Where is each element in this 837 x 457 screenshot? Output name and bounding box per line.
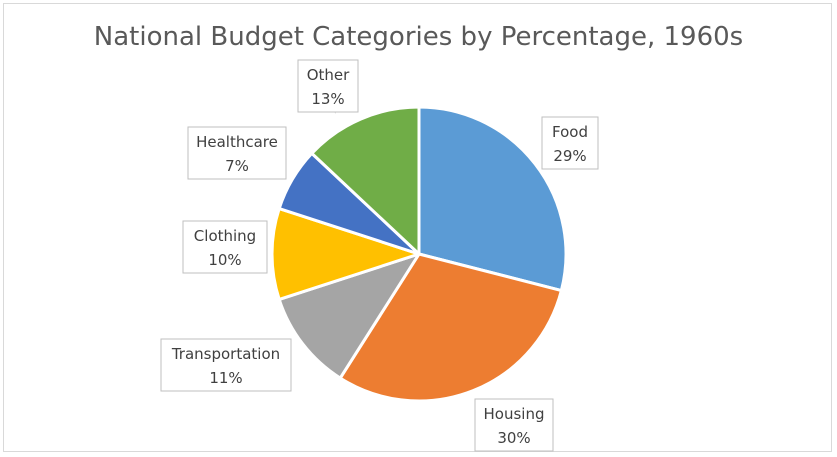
slice-value-label: 10% <box>208 251 241 269</box>
chart-title: National Budget Categories by Percentage… <box>93 22 744 52</box>
callout-healthcare: Healthcare 7% <box>187 126 287 180</box>
callout-box <box>187 126 287 180</box>
callout-food: Food 29% <box>541 116 599 170</box>
slice-value-label: 30% <box>497 429 530 447</box>
callout-transportation: Transportation 11% <box>160 338 292 392</box>
pie-slice-housing <box>338 252 563 403</box>
slice-value-label: 29% <box>553 147 586 165</box>
slice-label: Housing <box>484 405 545 423</box>
pie-slice-other <box>310 105 421 256</box>
callout-box <box>541 116 599 170</box>
pie-slices <box>270 105 568 403</box>
callout-box <box>182 220 268 274</box>
slice-label: Healthcare <box>196 133 278 151</box>
callout-box <box>160 338 292 392</box>
pie-slice-transportation <box>277 252 421 380</box>
slice-value-label: 7% <box>225 157 249 175</box>
slice-value-label: 11% <box>209 369 242 387</box>
callout-box <box>297 59 359 113</box>
callout-clothing: Clothing 10% <box>182 220 268 274</box>
slice-label: Food <box>552 123 588 141</box>
callout-box <box>474 398 554 452</box>
pie-callouts: Food 29% Housing 30% Transportation 11% Clothi… <box>160 59 599 452</box>
slice-label: Transportation <box>171 345 280 363</box>
callout-housing: Housing 30% <box>474 398 554 452</box>
pie-slice-clothing <box>270 207 421 301</box>
callout-other: Other 13% <box>297 59 359 114</box>
slice-value-label: 13% <box>311 90 344 108</box>
slice-label: Other <box>307 66 350 84</box>
slice-label: Clothing <box>194 227 256 245</box>
pie-slice-food <box>417 105 568 293</box>
